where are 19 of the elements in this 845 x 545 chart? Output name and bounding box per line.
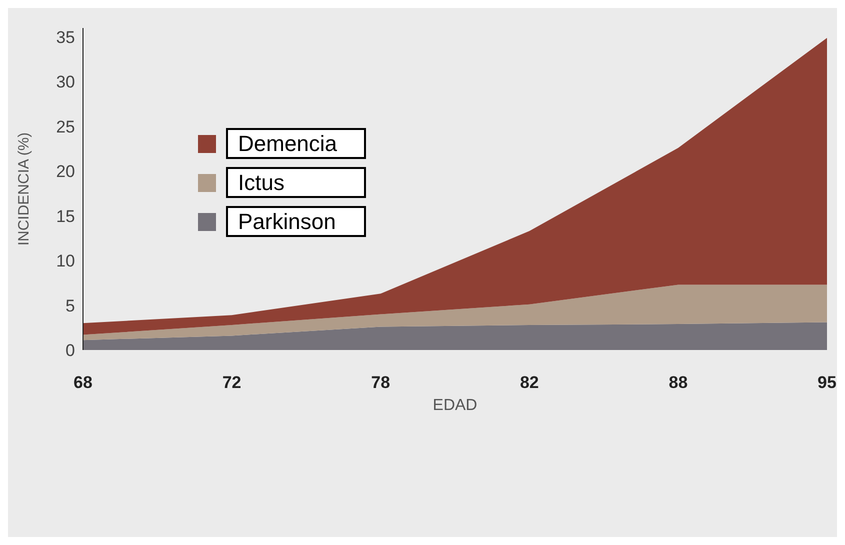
x-axis-title: EDAD (432, 397, 478, 414)
x-tick-label: 88 (668, 373, 688, 392)
x-tick-label: 72 (222, 373, 242, 392)
y-tick-label: 30 (56, 72, 75, 92)
x-tick-label: 68 (74, 373, 92, 392)
y-tick-label: 5 (66, 296, 75, 316)
y-tick-label: 20 (56, 162, 75, 182)
label-frame: Demencia (226, 128, 366, 159)
y-tick-label: 25 (56, 117, 75, 136)
y-tick-label: 15 (56, 206, 75, 226)
label-frame: Ictus (226, 167, 366, 198)
y-tick-label: 10 (56, 252, 75, 271)
y-axis-title: INCIDENCIA (%) (15, 132, 32, 246)
x-tick-label: 95 (818, 373, 836, 392)
y-tick-label: 35 (56, 28, 75, 47)
label-frame: Parkinson (226, 206, 366, 237)
y-tick-label: 0 (66, 341, 75, 360)
x-tick-label: 78 (371, 373, 390, 392)
x-tick-label: 82 (520, 373, 539, 392)
